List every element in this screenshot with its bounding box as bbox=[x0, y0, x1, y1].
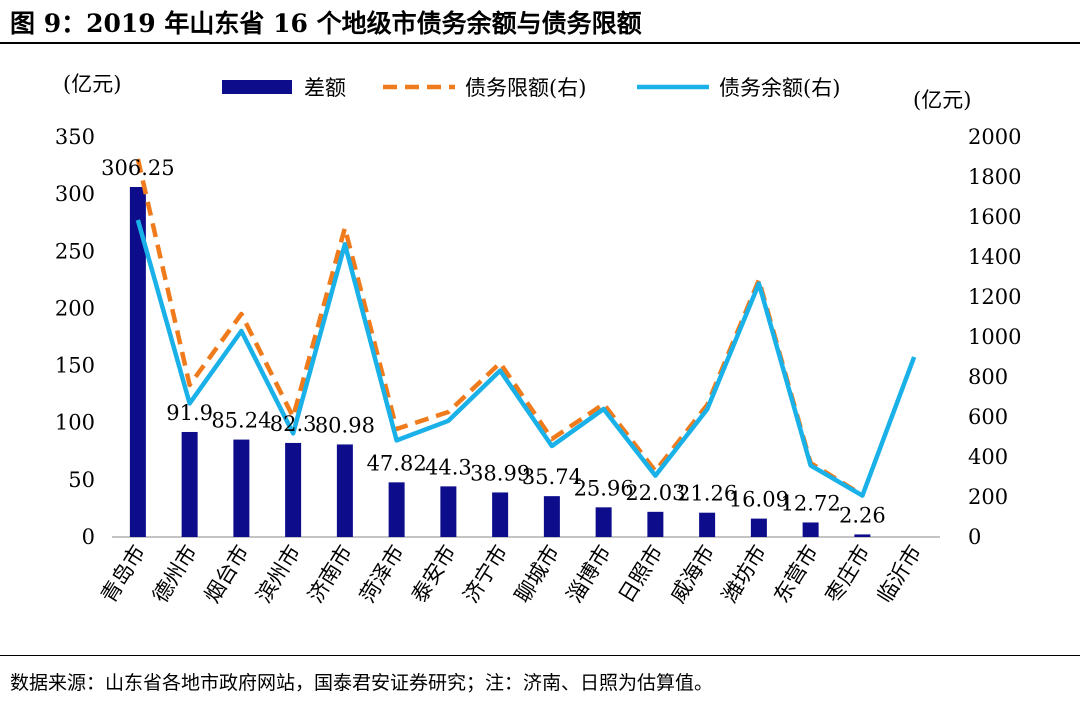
bar bbox=[543, 496, 560, 537]
bar bbox=[699, 512, 716, 537]
right-tick-label: 2000 bbox=[968, 125, 1021, 149]
bar bbox=[285, 442, 302, 537]
bar-value-label: 12.72 bbox=[781, 491, 841, 515]
right-tick-label: 1200 bbox=[968, 285, 1021, 309]
right-tick-label: 1600 bbox=[968, 205, 1021, 229]
bar-value-label: 44.3 bbox=[425, 455, 472, 479]
legend: 差额 债务限额(右) 债务余额(右) bbox=[222, 76, 840, 100]
bar bbox=[750, 518, 767, 537]
category-label: 泰安市 bbox=[407, 541, 461, 607]
category-label: 烟台市 bbox=[200, 541, 254, 607]
right-tick-label: 0 bbox=[968, 525, 981, 549]
bar-value-label: 91.9 bbox=[166, 401, 213, 425]
left-tick-label: 50 bbox=[68, 468, 95, 492]
bar bbox=[647, 511, 664, 537]
left-axis-unit: (亿元) bbox=[63, 72, 121, 96]
category-label: 威海市 bbox=[666, 541, 720, 607]
right-tick-label: 800 bbox=[968, 365, 1008, 389]
category-label: 菏泽市 bbox=[355, 541, 409, 607]
bar-value-label: 16.09 bbox=[729, 488, 789, 512]
right-axis-unit: (亿元) bbox=[913, 88, 971, 112]
bar-value-label: 22.03 bbox=[625, 481, 685, 505]
legend-swatch-bar bbox=[222, 80, 292, 94]
category-label: 济宁市 bbox=[459, 541, 513, 607]
left-tick-label: 0 bbox=[82, 525, 95, 549]
source-rule bbox=[0, 655, 1080, 656]
category-label: 淄博市 bbox=[562, 541, 616, 607]
bar bbox=[336, 444, 353, 537]
bar-value-label: 38.99 bbox=[470, 461, 530, 485]
bar-value-label: 25.96 bbox=[574, 476, 634, 500]
bar-value-label: 21.26 bbox=[677, 482, 737, 506]
category-label: 聊城市 bbox=[510, 541, 564, 607]
right-tick-label: 1400 bbox=[968, 245, 1021, 269]
bar bbox=[440, 486, 457, 537]
left-tick-label: 250 bbox=[55, 239, 95, 263]
legend-label: 债务限额(右) bbox=[465, 76, 586, 100]
category-label: 日照市 bbox=[614, 541, 668, 607]
category-label: 济南市 bbox=[303, 541, 357, 607]
source-note: 数据来源：山东省各地市政府网站，国泰君安证券研究；注：济南、日照为估算值。 bbox=[10, 672, 714, 694]
bar-value-label: 82.3 bbox=[270, 412, 317, 436]
right-tick-label: 1000 bbox=[968, 325, 1021, 349]
bar bbox=[129, 187, 146, 537]
category-label: 潍坊市 bbox=[717, 541, 771, 607]
left-tick-label: 100 bbox=[55, 411, 95, 435]
bar-value-label: 47.82 bbox=[367, 451, 427, 475]
bar bbox=[802, 522, 819, 537]
axes-layer: 0 50 100 150 200 250 300 350 0 200 400 600 800 1000 12… bbox=[55, 72, 1022, 607]
left-tick-label: 300 bbox=[55, 182, 95, 206]
category-label: 临沂市 bbox=[873, 541, 927, 607]
category-label: 滨州市 bbox=[252, 541, 306, 607]
bar bbox=[388, 482, 405, 537]
bar-value-label: 80.98 bbox=[315, 413, 375, 437]
bar bbox=[233, 439, 250, 537]
bar bbox=[595, 507, 612, 537]
left-tick-label: 150 bbox=[55, 354, 95, 378]
category-label: 东营市 bbox=[769, 541, 823, 607]
bar-value-label: 35.74 bbox=[522, 465, 582, 489]
bar-value-label: 85.24 bbox=[211, 409, 271, 433]
right-tick-label: 1800 bbox=[968, 165, 1021, 189]
bar bbox=[492, 492, 509, 537]
right-tick-label: 200 bbox=[968, 485, 1008, 509]
left-tick-label: 350 bbox=[55, 125, 95, 149]
right-tick-label: 400 bbox=[968, 445, 1008, 469]
bar-value-label: 306.25 bbox=[101, 156, 174, 180]
category-label: 青岛市 bbox=[96, 541, 150, 607]
left-tick-label: 200 bbox=[55, 296, 95, 320]
legend-label: 债务余额(右) bbox=[719, 76, 840, 100]
lines-layer bbox=[135, 158, 917, 498]
legend-label: 差额 bbox=[304, 76, 346, 100]
category-label: 德州市 bbox=[148, 541, 202, 607]
debt-chart: 0 50 100 150 200 250 300 350 0 200 400 600 800 1000 12… bbox=[55, 72, 1022, 607]
bar bbox=[181, 431, 198, 537]
bar-value-label: 2.26 bbox=[839, 503, 886, 527]
title-rule bbox=[0, 42, 1080, 44]
bars-layer bbox=[129, 187, 871, 537]
right-tick-label: 600 bbox=[968, 405, 1008, 429]
category-label: 枣庄市 bbox=[821, 541, 875, 607]
bar bbox=[854, 534, 871, 537]
figure-title: 图 9：2019 年山东省 16 个地级市债务余额与债务限额 bbox=[10, 9, 642, 38]
debt-balance-line bbox=[135, 219, 917, 498]
